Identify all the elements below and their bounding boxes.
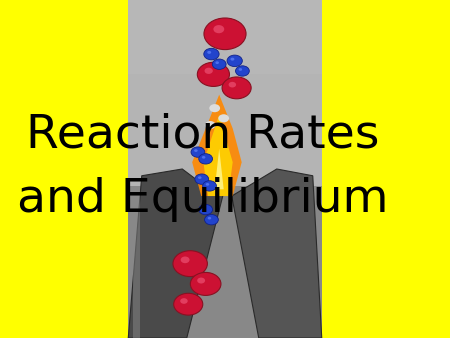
Text: and Equilibrium: and Equilibrium <box>17 177 388 222</box>
Circle shape <box>199 204 212 215</box>
Bar <box>128 167 322 186</box>
Circle shape <box>204 48 219 60</box>
Bar <box>128 149 322 167</box>
Circle shape <box>230 58 234 61</box>
Circle shape <box>206 183 209 186</box>
Bar <box>133 186 140 338</box>
Bar <box>128 130 322 149</box>
Circle shape <box>209 104 220 112</box>
Circle shape <box>198 176 202 179</box>
Circle shape <box>202 156 205 159</box>
Circle shape <box>227 55 242 67</box>
Circle shape <box>180 257 189 263</box>
Circle shape <box>205 121 216 129</box>
Circle shape <box>229 82 236 88</box>
Circle shape <box>202 207 205 209</box>
Circle shape <box>213 25 224 33</box>
Circle shape <box>174 293 203 315</box>
Circle shape <box>216 62 219 64</box>
Bar <box>128 56 322 74</box>
Polygon shape <box>203 115 233 196</box>
Circle shape <box>195 174 209 184</box>
Circle shape <box>197 277 205 284</box>
Bar <box>128 0 322 19</box>
Polygon shape <box>128 169 223 338</box>
Circle shape <box>199 154 212 164</box>
Polygon shape <box>192 95 242 196</box>
Circle shape <box>191 147 205 157</box>
Circle shape <box>194 149 198 152</box>
Circle shape <box>180 298 188 304</box>
Polygon shape <box>232 169 322 338</box>
Circle shape <box>197 62 230 87</box>
Bar <box>128 93 322 112</box>
Circle shape <box>205 215 218 225</box>
Bar <box>128 74 322 93</box>
Bar <box>128 186 322 338</box>
Bar <box>128 19 322 37</box>
Circle shape <box>238 68 242 71</box>
Circle shape <box>207 51 211 54</box>
Circle shape <box>173 251 207 276</box>
Polygon shape <box>215 149 224 189</box>
Circle shape <box>222 77 251 99</box>
Circle shape <box>204 18 246 50</box>
Bar <box>128 0 322 186</box>
Circle shape <box>235 66 249 76</box>
Circle shape <box>190 272 221 295</box>
Bar <box>128 37 322 56</box>
Bar <box>128 112 322 130</box>
Circle shape <box>204 68 213 74</box>
Text: Reaction Rates: Reaction Rates <box>26 113 379 158</box>
Circle shape <box>212 59 226 69</box>
Circle shape <box>218 114 229 122</box>
Circle shape <box>207 217 211 219</box>
Circle shape <box>202 181 216 191</box>
